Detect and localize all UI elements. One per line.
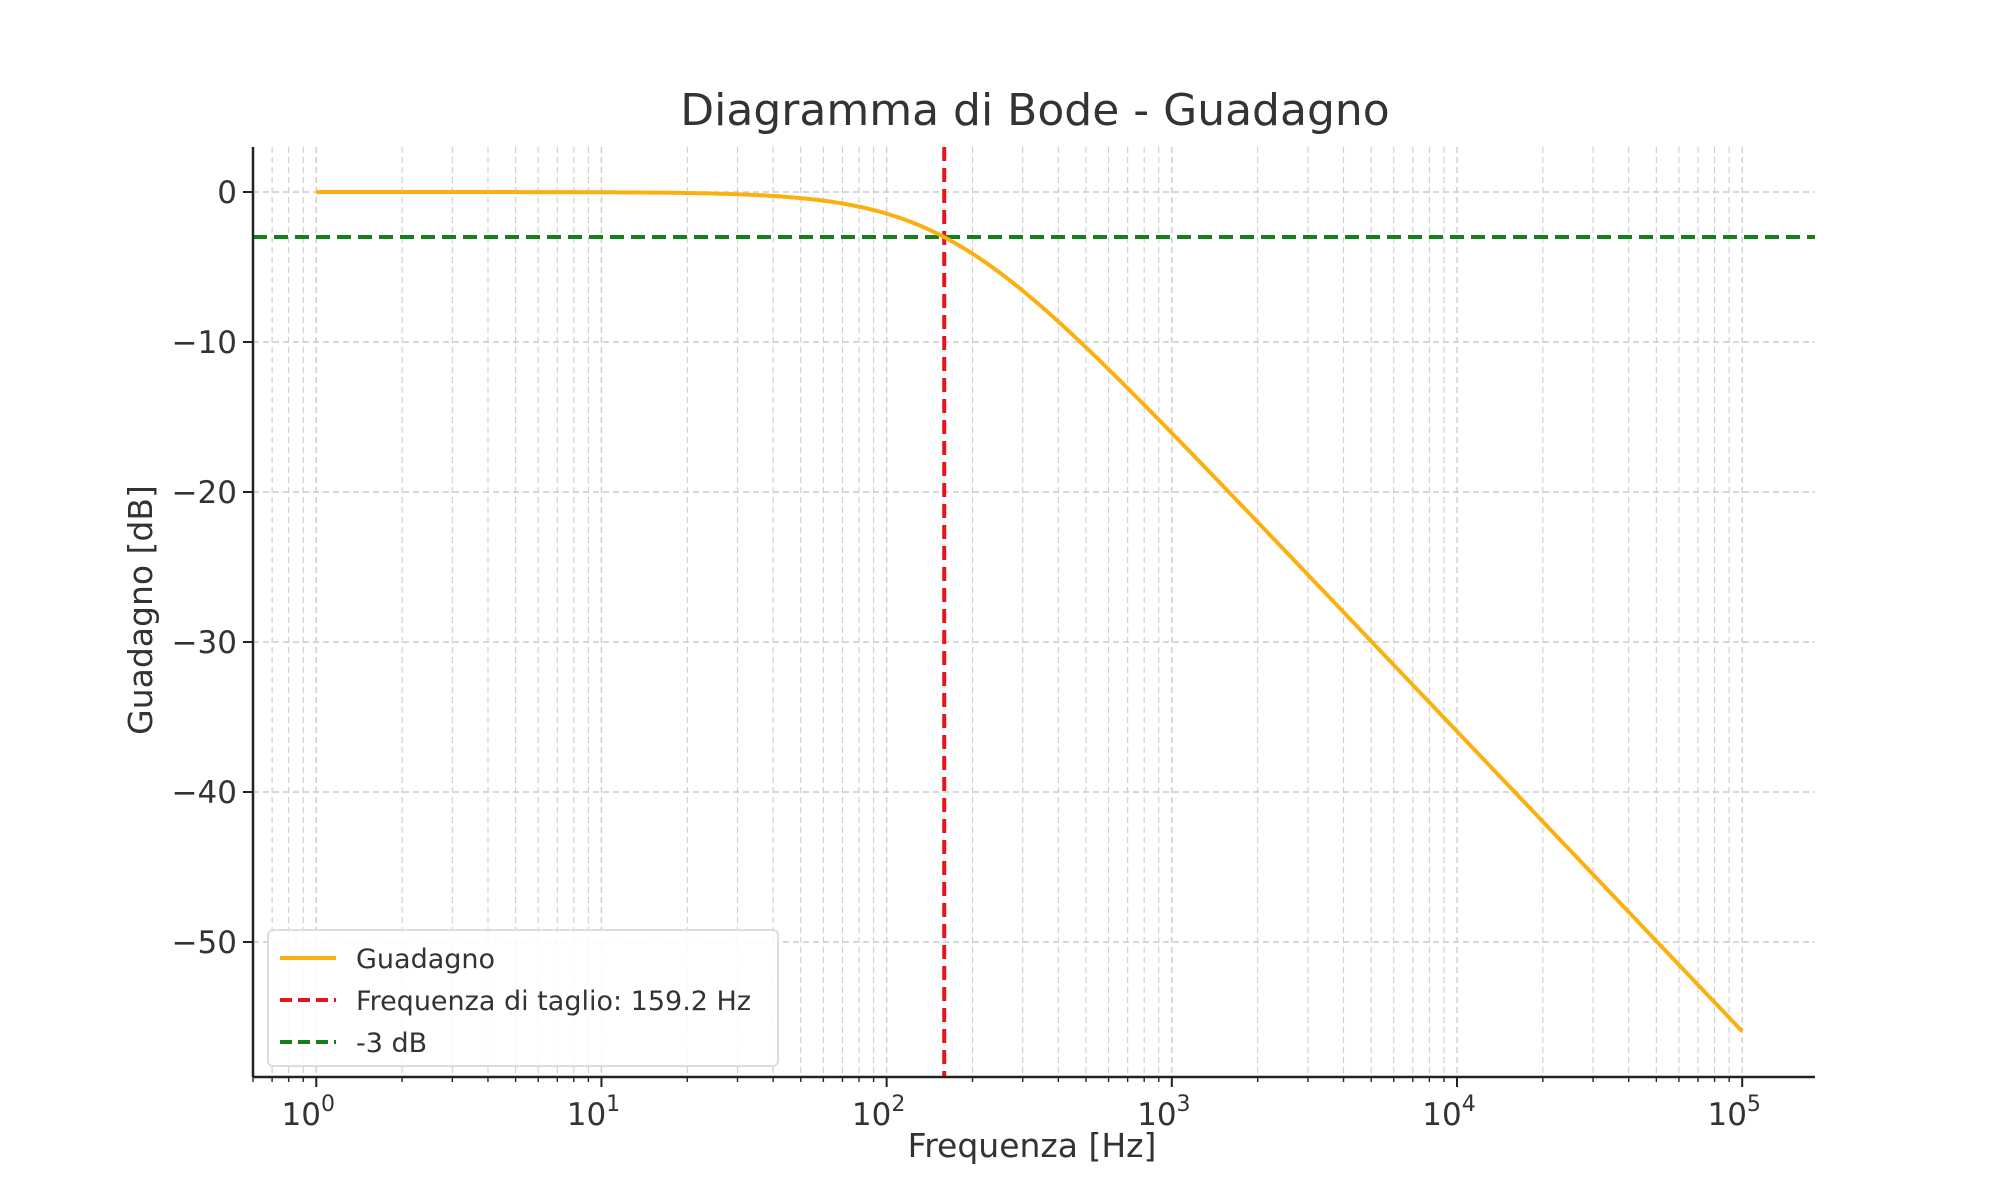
y-tick-label: 0 [217,175,237,211]
y-tick-label: −40 [172,775,237,811]
x-tick-label: 100 [282,1092,335,1133]
legend-entry: Guadagno [356,944,495,975]
grid [252,147,1815,1077]
legend-box [267,929,779,1067]
gain-curve [316,190,1744,1033]
chart-title: Diagramma di Bode - Guadagno [680,85,1389,136]
x-tick-label: 104 [1422,1092,1475,1133]
y-tick-label: −30 [172,625,237,661]
legend-entry: -3 dB [356,1028,427,1059]
tick-labels: 100 101 102 103 104 105 0 −10 −20 −30 −40 −50 [172,175,1761,1133]
x-axis-label: Frequenza [Hz] [908,1126,1157,1165]
series [316,190,1744,1033]
x-tick-label: 103 [1137,1092,1190,1133]
y-tick-label: −10 [172,325,237,361]
axes [243,147,1815,1087]
y-tick-label: −50 [172,925,237,961]
x-tick-label: 102 [852,1092,905,1133]
legend-entry: Frequenza di taglio: 159.2 Hz [356,986,751,1017]
reference-lines [253,147,1815,1077]
x-tick-label: 101 [567,1092,620,1133]
x-tick-label: 105 [1707,1092,1760,1133]
y-axis-label: Guadagno [dB] [121,485,160,735]
y-tick-label: −20 [172,475,237,511]
legend: Guadagno Frequenza di taglio: 159.2 Hz -3 … [267,929,779,1067]
